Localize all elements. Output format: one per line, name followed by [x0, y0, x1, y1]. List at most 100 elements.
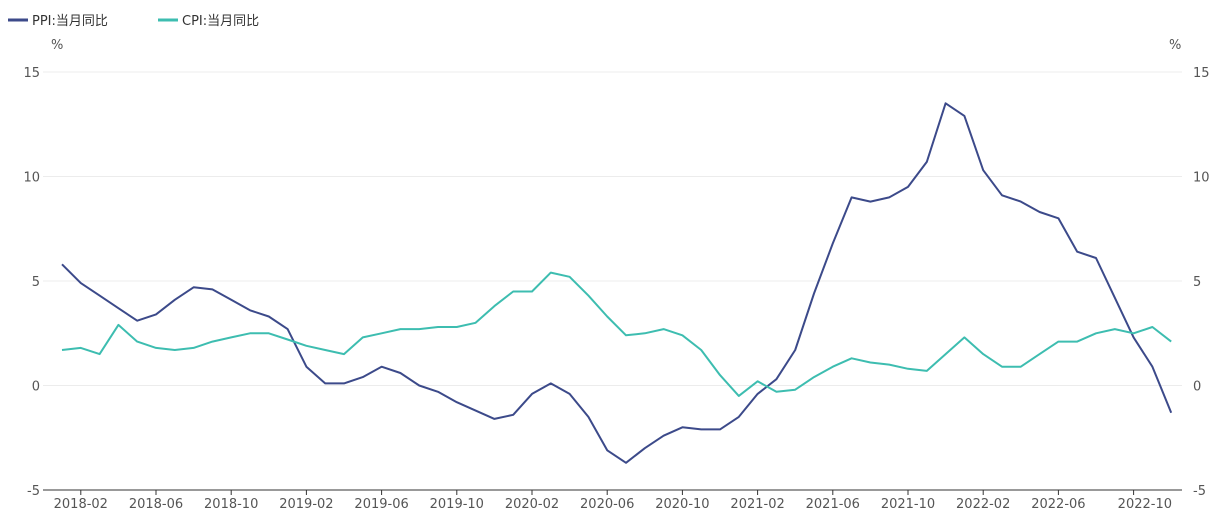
data-point	[324, 349, 326, 351]
data-point	[606, 449, 608, 451]
data-point	[493, 418, 495, 420]
data-point	[719, 428, 721, 430]
x-tick-label: 2020-06	[580, 497, 634, 512]
data-point	[662, 434, 664, 436]
data-point	[512, 414, 514, 416]
data-point	[230, 299, 232, 301]
right-y-axis: -5 0 5 10 15	[1193, 66, 1210, 499]
data-point	[1076, 251, 1078, 253]
data-point	[982, 169, 984, 171]
data-point	[1076, 340, 1078, 342]
y-tick-label-right: 15	[1193, 66, 1210, 81]
data-point	[944, 353, 946, 355]
data-point	[249, 309, 251, 311]
left-y-axis: -5 0 5 10 15	[23, 66, 40, 499]
data-point	[1114, 328, 1116, 330]
data-point	[305, 345, 307, 347]
data-point	[136, 320, 138, 322]
data-point	[850, 196, 852, 198]
x-tick-label: 2020-02	[505, 497, 559, 512]
data-point	[794, 388, 796, 390]
series-line-cpi[interactable]	[61, 271, 1172, 397]
data-point	[738, 416, 740, 418]
data-point	[775, 391, 777, 393]
data-point	[756, 380, 758, 382]
data-point	[286, 338, 288, 340]
data-point	[98, 294, 100, 296]
data-point	[362, 336, 364, 338]
data-point	[136, 340, 138, 342]
data-point	[418, 384, 420, 386]
data-point	[1057, 340, 1059, 342]
data-point	[437, 391, 439, 393]
data-point	[1095, 332, 1097, 334]
data-point	[1038, 353, 1040, 355]
data-point	[155, 347, 157, 349]
data-point	[1151, 365, 1153, 367]
x-tick-label: 2021-06	[806, 497, 860, 512]
data-point	[174, 299, 176, 301]
data-point	[869, 361, 871, 363]
legend-item-ppi[interactable]: PPI:当月同比	[8, 14, 108, 29]
data-point	[1038, 211, 1040, 213]
data-point	[456, 326, 458, 328]
left-axis-unit: %	[51, 38, 63, 53]
data-point	[474, 322, 476, 324]
data-point	[568, 276, 570, 278]
x-tick-label: 2021-10	[881, 497, 935, 512]
data-point	[531, 393, 533, 395]
data-point	[944, 102, 946, 104]
data-point	[1001, 365, 1003, 367]
data-point	[1020, 365, 1022, 367]
data-point	[1151, 326, 1153, 328]
data-point	[324, 382, 326, 384]
data-point	[1132, 336, 1134, 338]
data-point	[399, 372, 401, 374]
data-point	[832, 365, 834, 367]
data-point	[268, 332, 270, 334]
y-tick-label-left: 0	[32, 380, 40, 395]
data-point	[192, 286, 194, 288]
y-tick-label-left: 15	[23, 66, 40, 81]
data-point	[587, 416, 589, 418]
series-cpi	[61, 271, 1172, 397]
data-point	[1132, 332, 1134, 334]
data-point	[117, 324, 119, 326]
data-point	[719, 374, 721, 376]
data-point	[1114, 297, 1116, 299]
x-tick-label: 2020-10	[655, 497, 709, 512]
x-tick-label: 2019-10	[430, 497, 484, 512]
data-point	[380, 365, 382, 367]
y-tick-label-right: 0	[1193, 380, 1201, 395]
data-point	[907, 186, 909, 188]
data-point	[1020, 200, 1022, 202]
data-point	[587, 294, 589, 296]
data-point	[1095, 257, 1097, 259]
data-point	[456, 401, 458, 403]
data-point	[80, 282, 82, 284]
x-tick-label: 2018-06	[129, 497, 183, 512]
data-point	[117, 307, 119, 309]
legend-item-cpi[interactable]: CPI:当月同比	[158, 14, 259, 29]
data-point	[286, 328, 288, 330]
data-point	[850, 357, 852, 359]
data-point	[907, 368, 909, 370]
data-point	[568, 393, 570, 395]
data-point	[80, 347, 82, 349]
data-point	[61, 349, 63, 351]
data-point	[888, 363, 890, 365]
data-point	[380, 332, 382, 334]
data-point	[362, 376, 364, 378]
data-point	[681, 426, 683, 428]
data-point	[550, 382, 552, 384]
right-axis-unit: %	[1169, 38, 1181, 53]
data-point	[982, 353, 984, 355]
data-point	[550, 271, 552, 273]
data-point	[211, 288, 213, 290]
data-point	[606, 315, 608, 317]
data-point	[192, 347, 194, 349]
series-line-ppi[interactable]	[61, 102, 1173, 464]
data-point	[662, 328, 664, 330]
data-point	[230, 336, 232, 338]
x-tick-label: 2022-02	[956, 497, 1010, 512]
